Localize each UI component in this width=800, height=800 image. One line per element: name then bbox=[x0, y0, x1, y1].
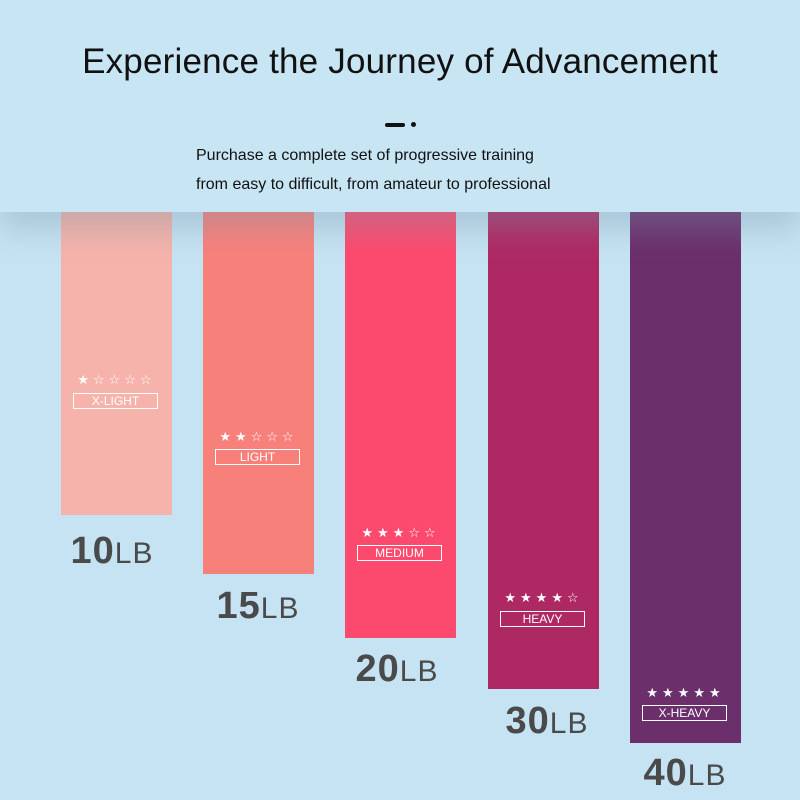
level-label: MEDIUM bbox=[357, 545, 442, 561]
star-rating: ★★★★☆ bbox=[504, 591, 583, 606]
weight-unit: LB bbox=[260, 592, 300, 625]
level-label: HEAVY bbox=[500, 611, 585, 627]
level-label: LIGHT bbox=[215, 449, 300, 465]
weight-number: 15 bbox=[216, 585, 261, 627]
weight-label-40lb: 40LB bbox=[615, 752, 755, 795]
band-light: ★★☆☆☆ LIGHT bbox=[203, 205, 314, 574]
weight-number: 10 bbox=[70, 530, 115, 572]
weight-unit: LB bbox=[549, 707, 589, 740]
weight-number: 40 bbox=[643, 752, 688, 794]
weight-label-30lb: 30LB bbox=[477, 700, 617, 743]
band-x-heavy: ★★★★★ X-HEAVY bbox=[630, 205, 741, 743]
level-label: X-HEAVY bbox=[642, 705, 727, 721]
weight-number: 30 bbox=[505, 700, 550, 742]
weight-label-10lb: 10LB bbox=[42, 530, 182, 573]
weight-unit: LB bbox=[399, 655, 439, 688]
band-x-light: ★☆☆☆☆ X-LIGHT bbox=[61, 205, 172, 515]
weight-number: 20 bbox=[355, 648, 400, 690]
star-rating: ★★☆☆☆ bbox=[219, 430, 298, 445]
star-rating: ★★★☆☆ bbox=[361, 526, 440, 541]
star-rating: ★☆☆☆☆ bbox=[77, 373, 156, 388]
header: Experience the Journey of Advancement Pu… bbox=[0, 0, 800, 212]
weight-unit: LB bbox=[687, 759, 727, 792]
weight-label-20lb: 20LB bbox=[327, 648, 467, 691]
subtitle-line-1: Purchase a complete set of progressive t… bbox=[196, 147, 534, 164]
band-medium: ★★★☆☆ MEDIUM bbox=[345, 205, 456, 638]
weight-label-15lb: 15LB bbox=[188, 585, 328, 628]
star-rating: ★★★★★ bbox=[646, 686, 725, 701]
divider-dash bbox=[385, 123, 405, 127]
page-title: Experience the Journey of Advancement bbox=[82, 42, 718, 81]
weight-unit: LB bbox=[114, 537, 154, 570]
band-heavy: ★★★★☆ HEAVY bbox=[488, 205, 599, 689]
divider-dot bbox=[411, 122, 416, 127]
level-label: X-LIGHT bbox=[73, 393, 158, 409]
subtitle-line-2: from easy to difficult, from amateur to … bbox=[196, 176, 551, 193]
